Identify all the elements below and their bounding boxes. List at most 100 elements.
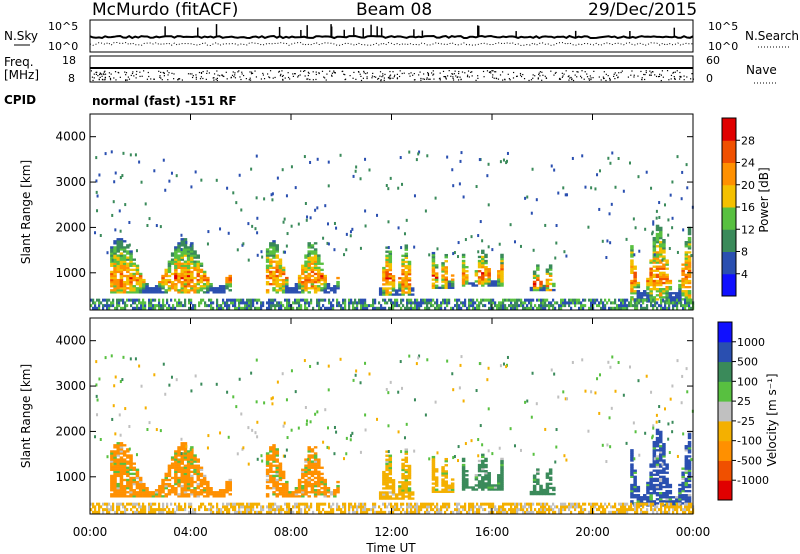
velocity-cell bbox=[587, 429, 590, 433]
velocity-cell bbox=[265, 464, 270, 467]
power-cell bbox=[668, 301, 671, 305]
nave-dot bbox=[641, 79, 643, 81]
velocity-cell bbox=[388, 477, 393, 480]
velocity-cell bbox=[170, 510, 173, 514]
power-cell bbox=[183, 244, 188, 247]
nave-dot bbox=[281, 70, 283, 72]
nave-dot bbox=[493, 77, 495, 79]
velocity-cell bbox=[532, 478, 537, 481]
power-cell bbox=[317, 285, 321, 288]
velocity-cell bbox=[639, 498, 644, 501]
velocity-cell bbox=[281, 474, 286, 478]
power-cell bbox=[307, 242, 311, 245]
velocity-cell bbox=[307, 450, 311, 453]
velocity-cell bbox=[633, 477, 637, 481]
velocity-cell bbox=[183, 442, 188, 445]
velocity-cell bbox=[684, 467, 689, 470]
power-cell bbox=[484, 278, 488, 281]
velocity-cell bbox=[281, 487, 286, 490]
power-cell bbox=[665, 287, 669, 291]
velocity-cell bbox=[266, 505, 269, 509]
velocity-cell bbox=[113, 480, 117, 484]
power-cell bbox=[180, 268, 184, 272]
power-cell bbox=[178, 298, 181, 302]
velocity-cell bbox=[164, 478, 168, 482]
nave-dot bbox=[125, 79, 127, 82]
nave-dot bbox=[658, 76, 660, 78]
power-cell bbox=[216, 298, 219, 302]
power-cell bbox=[140, 301, 143, 305]
nave-dot bbox=[260, 78, 263, 80]
velocity-cell bbox=[649, 487, 653, 491]
velocity-cell bbox=[362, 505, 365, 509]
velocity-cell bbox=[285, 484, 289, 488]
velocity-cell bbox=[687, 465, 692, 468]
velocity-cell bbox=[142, 505, 145, 509]
nave-dot bbox=[554, 72, 556, 74]
nave-dot bbox=[561, 72, 563, 74]
power-cell bbox=[275, 248, 279, 251]
velocity-cell bbox=[382, 491, 386, 494]
power-cell bbox=[349, 234, 352, 238]
velocity-cell bbox=[668, 498, 673, 501]
power-cell bbox=[119, 252, 124, 255]
nave-dot bbox=[413, 72, 415, 75]
power-cell bbox=[202, 270, 207, 274]
power-cell bbox=[684, 294, 689, 297]
velocity-cell bbox=[208, 508, 211, 512]
nave-dot bbox=[456, 76, 458, 79]
velocity-cell bbox=[136, 510, 139, 514]
power-cell bbox=[113, 250, 117, 253]
power-cell bbox=[320, 274, 324, 278]
velocity-cell bbox=[532, 490, 537, 494]
power-cell bbox=[285, 283, 289, 286]
power-cell bbox=[570, 298, 573, 302]
power-cell bbox=[128, 220, 131, 224]
velocity-cell bbox=[177, 448, 181, 451]
power-cell bbox=[135, 283, 140, 286]
velocity-cell bbox=[180, 444, 184, 447]
velocity-cell bbox=[447, 490, 452, 493]
velocity-cell bbox=[192, 508, 195, 512]
power-cell bbox=[126, 262, 130, 265]
velocity-cell bbox=[360, 502, 363, 506]
power-cell bbox=[634, 226, 637, 230]
velocity-cell bbox=[481, 455, 485, 459]
velocity-cell bbox=[398, 493, 402, 496]
power-cell bbox=[113, 264, 117, 267]
velocity-cell bbox=[441, 480, 445, 483]
power-cell bbox=[190, 289, 194, 292]
power-cell bbox=[441, 274, 445, 277]
power-cell bbox=[286, 301, 289, 305]
velocity-cell bbox=[407, 481, 412, 484]
velocity-cell bbox=[180, 480, 184, 484]
power-cell bbox=[350, 298, 353, 302]
velocity-cell bbox=[232, 502, 235, 506]
power-cell bbox=[112, 304, 115, 308]
velocity-cell bbox=[294, 502, 297, 506]
power-cell bbox=[432, 298, 435, 302]
nave-dot bbox=[390, 77, 392, 79]
velocity-cell bbox=[176, 505, 179, 509]
power-cell bbox=[678, 287, 682, 291]
velocity-cell bbox=[320, 493, 324, 496]
velocity-cell bbox=[170, 464, 175, 467]
power-cell bbox=[536, 288, 540, 292]
power-cell bbox=[148, 306, 151, 310]
nave-dot bbox=[191, 73, 193, 75]
nave-dot bbox=[268, 76, 270, 78]
velocity-cell bbox=[126, 466, 130, 469]
power-cell bbox=[687, 279, 692, 283]
power-cell bbox=[301, 276, 305, 280]
velocity-cell bbox=[687, 471, 692, 474]
power-cell bbox=[301, 264, 305, 267]
power-cell bbox=[129, 260, 133, 263]
power-cell bbox=[271, 192, 274, 196]
colorbar-tick-label: 12 bbox=[741, 223, 755, 236]
velocity-cell bbox=[633, 489, 637, 493]
power-cell bbox=[113, 246, 117, 249]
power-cell bbox=[366, 304, 369, 308]
colorbar-tick-label: 16 bbox=[741, 201, 755, 214]
power-cell bbox=[118, 209, 121, 213]
power-cell bbox=[329, 289, 334, 292]
